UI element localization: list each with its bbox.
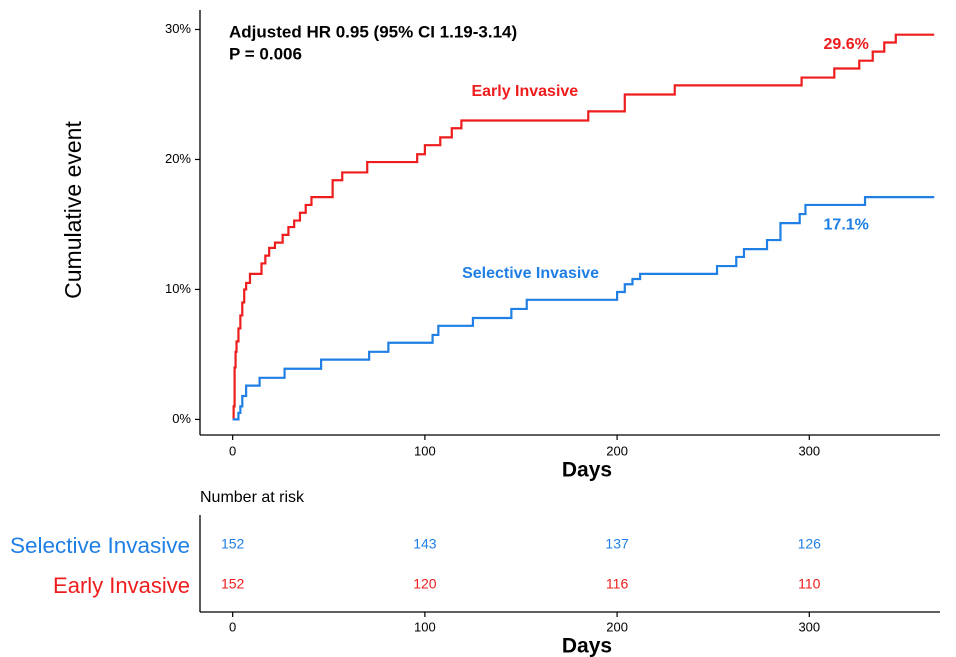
series-label: Early Invasive: [471, 83, 578, 100]
step-line: [232, 196, 935, 421]
row-label: Early Invasive: [53, 573, 190, 598]
annotation: Adjusted HR 0.95 (95% CI 1.19-3.14): [229, 22, 517, 41]
x-tick-label: 0: [229, 443, 236, 458]
x-tick-label: 100: [414, 443, 436, 458]
value-label: 29.6%: [824, 36, 869, 53]
x-tick-label: 0: [229, 619, 236, 634]
y-axis-title: Cumulative event: [60, 121, 86, 299]
risk-count: 126: [798, 536, 822, 552]
risk-count: 137: [605, 536, 629, 552]
y-tick-label: 30%: [165, 21, 191, 36]
risk-count: 143: [413, 536, 437, 552]
x-tick-label: 200: [606, 443, 628, 458]
x-tick-label: 200: [606, 619, 628, 634]
annotation: P = 0.006: [229, 44, 302, 63]
risk-count: 152: [221, 576, 245, 592]
series-label: Selective Invasive: [462, 265, 599, 282]
row-label: Selective Invasive: [10, 533, 190, 558]
x-tick-label: 300: [798, 619, 820, 634]
step-line: [232, 33, 935, 421]
risk-count: 120: [413, 576, 437, 592]
table-x-axis-title: Days: [562, 635, 612, 657]
risk-count: 110: [798, 576, 821, 592]
y-tick-label: 10%: [165, 281, 191, 296]
table-title: Number at risk: [200, 489, 305, 506]
risk-count: 116: [606, 576, 629, 592]
risk-count: 152: [221, 536, 245, 552]
x-tick-label: 300: [798, 443, 820, 458]
value-label: 17.1%: [824, 216, 869, 233]
x-axis-title: Days: [562, 459, 612, 482]
y-tick-label: 0%: [172, 411, 191, 426]
y-tick-label: 20%: [165, 151, 191, 166]
x-tick-label: 100: [414, 619, 436, 634]
